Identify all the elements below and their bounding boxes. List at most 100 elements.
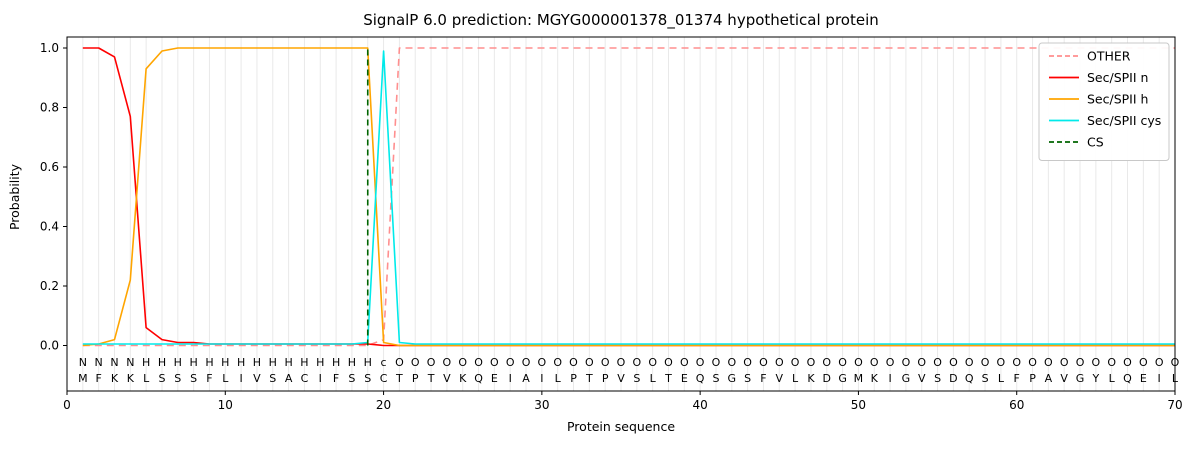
residue-letter: L: [222, 372, 229, 385]
region-label: H: [205, 356, 213, 369]
axes: 0 10 20 30 40 50 60 70 0.0 0.2 0.4 0.6 0.8 1.0: [40, 36, 1183, 412]
region-label: c: [381, 356, 387, 369]
residue-letter: S: [712, 372, 719, 385]
region-label: H: [158, 356, 166, 369]
region-label: O: [458, 356, 467, 369]
residue-letter: S: [269, 372, 276, 385]
x-tick-label: 50: [851, 398, 866, 412]
region-label: O: [949, 356, 958, 369]
x-tick-label: 60: [1009, 398, 1024, 412]
region-label: O: [585, 356, 594, 369]
residue-letter: G: [728, 372, 737, 385]
region-label: H: [332, 356, 340, 369]
region-label: O: [696, 356, 705, 369]
residue-letter: E: [681, 372, 688, 385]
region-label: O: [727, 356, 736, 369]
residue-letter: L: [792, 372, 799, 385]
residue-letter: I: [540, 372, 543, 385]
residue-letter: C: [301, 372, 309, 385]
residue-letter: F: [206, 372, 212, 385]
residue-letter: K: [111, 372, 119, 385]
region-label: O: [601, 356, 610, 369]
y-axis-label: Probability: [7, 163, 22, 230]
residue-letter: K: [127, 372, 135, 385]
region-label: O: [965, 356, 974, 369]
residue-letter: T: [395, 372, 403, 385]
residue-letter: S: [348, 372, 355, 385]
legend-box: [1038, 42, 1170, 161]
region-label: O: [902, 356, 911, 369]
residue-letter: V: [617, 372, 625, 385]
y-tick-label: 0.0: [40, 339, 59, 353]
residue-letter: L: [650, 372, 657, 385]
chart-title: SignalP 6.0 prediction: MGYG000001378_01…: [363, 11, 879, 30]
residue-letter: A: [522, 372, 530, 385]
residue-letter: S: [633, 372, 640, 385]
region-label: O: [854, 356, 863, 369]
region-label: H: [237, 356, 245, 369]
x-tick-label: 40: [693, 398, 708, 412]
residue-letter: L: [1109, 372, 1116, 385]
region-label: O: [712, 356, 721, 369]
region-label: O: [743, 356, 752, 369]
region-label: O: [981, 356, 990, 369]
residue-letter: S: [982, 372, 989, 385]
residue-letter: V: [253, 372, 261, 385]
region-label: O: [648, 356, 657, 369]
residue-letter: I: [239, 372, 242, 385]
plot-border: [66, 36, 1176, 392]
residue-letter: F: [1014, 372, 1020, 385]
residue-letter: S: [364, 372, 371, 385]
region-label: O: [395, 356, 404, 369]
region-label: O: [775, 356, 784, 369]
region-label: H: [269, 356, 277, 369]
residue-letter: L: [143, 372, 150, 385]
residue-letter: G: [902, 372, 911, 385]
y-tick-label: 1.0: [40, 41, 59, 55]
region-label: O: [632, 356, 641, 369]
residue-letter: G: [1076, 372, 1085, 385]
residue-letter: P: [412, 372, 419, 385]
region-label: H: [316, 356, 324, 369]
region-label: O: [522, 356, 531, 369]
series-line-Sec/SPII cys: [82, 50, 1175, 345]
residue-letter: Q: [1123, 372, 1132, 385]
legend-entry-label: Sec/SPII cys: [1087, 113, 1161, 128]
region-label: O: [1028, 356, 1037, 369]
residue-letter: V: [443, 372, 451, 385]
region-label: O: [886, 356, 895, 369]
region-label: O: [538, 356, 547, 369]
residue-letter: P: [1029, 372, 1036, 385]
y-tick-label: 0.8: [40, 101, 59, 115]
y-tick-label: 0.6: [40, 160, 59, 174]
region-label: H: [348, 356, 356, 369]
region-label: O: [443, 356, 452, 369]
residue-letter: T: [664, 372, 672, 385]
region-label: O: [838, 356, 847, 369]
residue-letter: I: [1158, 372, 1161, 385]
residue-letter: I: [888, 372, 891, 385]
residue-letter: K: [871, 372, 879, 385]
sequence-row: NMNFNKNKHLHSHSHSHFHLHIHVHSHAHCHIHFHSHScC…: [78, 356, 1180, 385]
residue-letter: S: [744, 372, 751, 385]
residue-letter: E: [491, 372, 498, 385]
region-label: O: [1060, 356, 1069, 369]
x-tick-label: 20: [376, 398, 391, 412]
region-label: O: [1012, 356, 1021, 369]
residue-letter: S: [190, 372, 197, 385]
region-label: O: [1092, 356, 1101, 369]
region-label: O: [427, 356, 436, 369]
residue-letter: L: [555, 372, 562, 385]
residue-letter: K: [459, 372, 467, 385]
region-label: H: [174, 356, 182, 369]
x-tick-label: 0: [63, 398, 71, 412]
residue-letter: S: [158, 372, 165, 385]
residue-letter: L: [998, 372, 1005, 385]
region-label: H: [284, 356, 292, 369]
residue-letter: T: [427, 372, 435, 385]
residue-letter: Q: [474, 372, 483, 385]
region-label: O: [474, 356, 483, 369]
x-tick-label: 10: [218, 398, 233, 412]
region-label: O: [664, 356, 673, 369]
